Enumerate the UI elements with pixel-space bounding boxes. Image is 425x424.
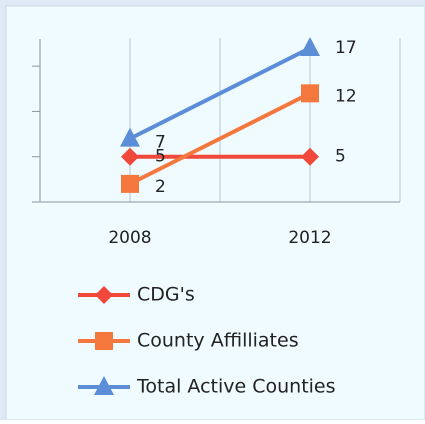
legend-label: Total Active Counties: [136, 376, 336, 398]
data-label: 2: [155, 177, 166, 197]
legend-label: CDG's: [137, 284, 195, 306]
data-label: 12: [335, 86, 357, 106]
point-marker: [301, 84, 319, 103]
data-label: 17: [335, 38, 357, 58]
point-marker: [301, 147, 319, 166]
data-label: 7: [155, 133, 166, 153]
legend-label: County Affilliates: [137, 330, 299, 352]
legend-marker: [95, 286, 113, 304]
legend-marker: [95, 332, 113, 350]
data-label: 5: [155, 147, 166, 167]
data-label: 5: [335, 147, 346, 167]
chart-background: [5, 5, 425, 421]
point-marker: [120, 127, 140, 147]
legend-marker: [94, 376, 114, 395]
x-tick-label: 2012: [288, 228, 331, 248]
point-marker: [300, 37, 320, 57]
vertical-grid: [129, 38, 401, 202]
series-line: [129, 46, 311, 141]
series-line: [129, 91, 311, 186]
point-marker: [121, 147, 139, 166]
point-marker: [121, 174, 139, 193]
x-tick-label: 2008: [108, 228, 151, 248]
